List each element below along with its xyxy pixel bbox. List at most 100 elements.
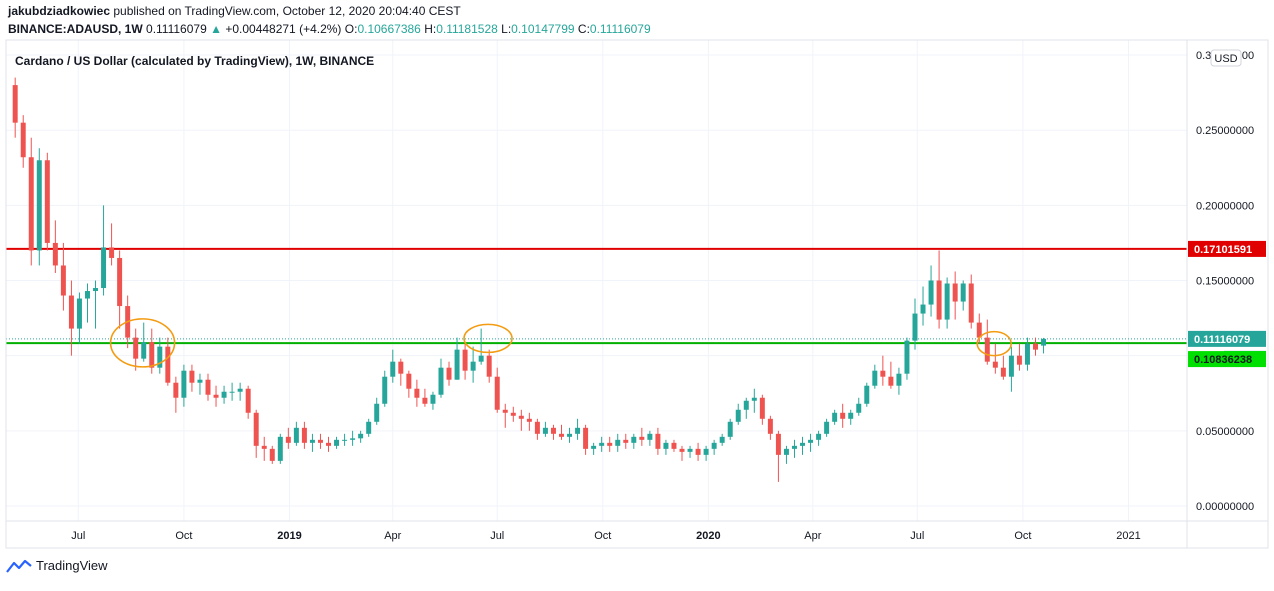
- footer[interactable]: TradingView: [6, 558, 108, 573]
- candle: [28, 137, 34, 266]
- candle-body: [84, 291, 90, 299]
- axes: [5, 39, 1269, 549]
- candle: [615, 433, 621, 452]
- candle-body: [342, 439, 348, 441]
- resistance-price-tag: 0.17101591: [1188, 240, 1266, 257]
- candle-body: [583, 427, 589, 449]
- candle: [888, 361, 894, 389]
- candle-body: [205, 379, 211, 395]
- candle-body: [703, 448, 709, 455]
- candle-body: [213, 394, 219, 398]
- candle: [671, 439, 677, 452]
- candle: [1000, 355, 1006, 380]
- candle-body: [36, 160, 42, 251]
- candle-body: [229, 391, 235, 393]
- publish-info: jakubdziadkowiec published on TradingVie…: [8, 4, 461, 18]
- candle-body: [454, 349, 460, 380]
- candle-body: [856, 403, 862, 413]
- candle: [952, 271, 958, 320]
- candle: [639, 427, 645, 446]
- candle-body: [269, 448, 275, 461]
- candle-body: [478, 355, 484, 362]
- candle-body: [647, 433, 653, 440]
- candle: [133, 328, 139, 371]
- candle: [510, 406, 516, 422]
- currency-button[interactable]: USD: [1210, 49, 1242, 67]
- candle-body: [832, 412, 838, 422]
- candle-body: [1000, 367, 1006, 377]
- author-name[interactable]: jakubdziadkowiec: [8, 4, 111, 18]
- candle: [342, 433, 348, 446]
- candle: [647, 430, 653, 446]
- candle-body: [1041, 338, 1047, 346]
- candle: [808, 433, 814, 452]
- close-label: C:: [577, 22, 590, 36]
- candle: [446, 361, 452, 386]
- candle-body: [109, 247, 115, 258]
- candle: [518, 409, 524, 431]
- candle: [928, 265, 934, 317]
- candle: [599, 436, 605, 452]
- up-arrow-icon: ▲: [210, 22, 222, 36]
- candle: [1024, 337, 1030, 371]
- candle-body: [133, 337, 139, 359]
- candle-body: [76, 298, 82, 329]
- candle: [575, 418, 581, 440]
- candle: [382, 370, 388, 407]
- candle-body: [189, 370, 195, 383]
- candle: [76, 292, 82, 344]
- chart-title: Cardano / US Dollar (calculated by Tradi…: [15, 54, 374, 68]
- resistance-price-tag-label: 0.17101591: [1194, 244, 1252, 256]
- support-price-tag-bg: [1188, 351, 1266, 368]
- annotation-circle[interactable]: [463, 323, 513, 354]
- annotation-circle[interactable]: [976, 330, 1012, 357]
- symbol-info: BINANCE:ADAUSD, 1W 0.11116079 ▲ +0.00448…: [8, 22, 651, 36]
- candle: [864, 382, 870, 407]
- candle-body: [534, 421, 540, 434]
- candle: [285, 427, 291, 449]
- candle: [93, 280, 99, 329]
- support-price-tag-label: 0.10836238: [1194, 354, 1252, 366]
- candle: [607, 436, 613, 452]
- low-value: 0.10147799: [511, 22, 575, 36]
- candle-body: [567, 433, 573, 437]
- candle: [301, 421, 307, 449]
- candle-body: [197, 379, 203, 383]
- candle-body: [872, 370, 878, 386]
- candle-body: [904, 340, 910, 374]
- annotation-circles: [109, 318, 1012, 368]
- candle-body: [687, 448, 693, 452]
- resistance-price-tag-bg: [1188, 240, 1266, 257]
- candle-body: [663, 442, 669, 449]
- candle-body: [575, 427, 581, 434]
- candle: [727, 418, 733, 440]
- candle: [1033, 337, 1038, 356]
- candle: [840, 403, 846, 428]
- candle-body: [285, 436, 291, 443]
- annotation-circle[interactable]: [109, 318, 176, 368]
- currency-button-label[interactable]: USD: [1214, 53, 1237, 65]
- candle: [663, 439, 669, 455]
- footer-brand[interactable]: TradingView: [36, 558, 108, 573]
- currency-button-box[interactable]: [1210, 49, 1242, 67]
- candle: [109, 223, 115, 266]
- candle: [245, 385, 251, 419]
- candle: [221, 385, 227, 404]
- candle: [36, 148, 42, 266]
- candle-body: [719, 436, 725, 443]
- candle-body: [526, 418, 532, 422]
- x-tick-label: Apr: [384, 530, 401, 542]
- candle: [848, 409, 854, 425]
- candle: [350, 430, 356, 446]
- candle: [398, 358, 404, 386]
- candle-body: [848, 412, 854, 419]
- candle-body: [301, 427, 307, 443]
- candle: [583, 424, 589, 455]
- high-value: 0.11181528: [436, 22, 498, 36]
- candle-body: [639, 436, 645, 440]
- candle: [366, 418, 372, 437]
- candle-body: [101, 247, 107, 289]
